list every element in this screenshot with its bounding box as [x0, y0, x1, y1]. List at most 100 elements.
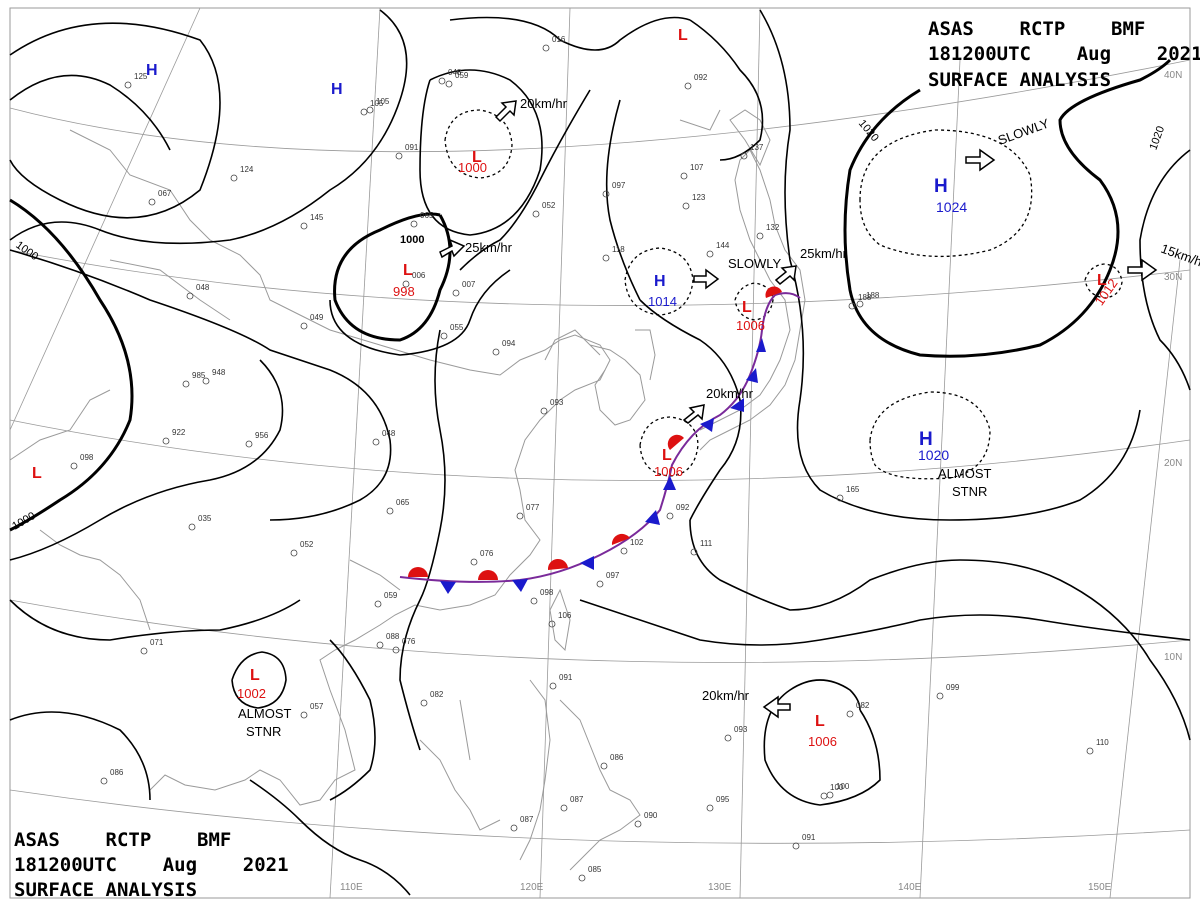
- header-line: ASAS RCTP BMF: [14, 829, 231, 851]
- lon-label: 110E: [340, 882, 363, 893]
- system-letter: L: [472, 149, 482, 166]
- station-marker: [690, 548, 698, 556]
- lat-label: 20N: [1164, 458, 1182, 469]
- system-letter: L: [403, 262, 413, 279]
- system-value: 1000: [458, 160, 487, 175]
- station-marker: [516, 512, 524, 520]
- station-marker: [300, 322, 308, 330]
- motion-arrow: [439, 238, 466, 259]
- station-marker: [372, 438, 380, 446]
- fronts: [399, 286, 801, 594]
- system-value: 998: [393, 284, 415, 299]
- system-value: 1006: [808, 734, 837, 749]
- cold-front-tooth: [580, 556, 594, 570]
- station-marker: [410, 220, 418, 228]
- header-line: 181200UTC Aug 2021: [928, 43, 1200, 65]
- isobar-label: 1000: [13, 239, 40, 263]
- station-value: 100: [830, 783, 844, 792]
- station-value: 085: [588, 865, 602, 874]
- station-marker: [386, 507, 394, 515]
- station-marker: [470, 558, 478, 566]
- header-line: ASAS RCTP BMF: [928, 18, 1145, 40]
- system-letter: H: [934, 176, 948, 197]
- station-value: 076: [480, 549, 494, 558]
- pressure-system-low: L: [32, 465, 42, 482]
- station-marker: [366, 106, 374, 114]
- system-value: 1002: [237, 686, 266, 701]
- motion-arrow: [762, 695, 791, 719]
- stnr-label: STNR: [246, 724, 281, 739]
- station-value: 097: [612, 181, 626, 190]
- warm-front-lobe: [478, 570, 498, 580]
- station-marker: [376, 641, 384, 649]
- station-value: 097: [606, 571, 620, 580]
- station-marker: [402, 280, 410, 288]
- lat-label: 30N: [1164, 272, 1182, 283]
- system-letter: L: [250, 667, 260, 684]
- station-value: 048: [196, 283, 210, 292]
- cold-front-tooth: [700, 418, 714, 432]
- station-marker: [846, 710, 854, 718]
- isobar-label: 1000: [400, 234, 424, 246]
- station-value: 118: [612, 245, 625, 254]
- station-marker: [680, 172, 688, 180]
- station-marker: [290, 549, 298, 557]
- station-value: 092: [676, 503, 690, 512]
- stnr-label: STNR: [952, 484, 987, 499]
- station-value: 082: [856, 701, 870, 710]
- station-marker: [936, 692, 944, 700]
- station-value: 077: [526, 503, 540, 512]
- station-value: 091: [405, 143, 419, 152]
- station-marker: [452, 289, 460, 297]
- station-marker: [532, 210, 540, 218]
- pressure-system-low: L 1012: [1092, 272, 1121, 308]
- station-value: 099: [946, 683, 960, 692]
- station-marker: [510, 824, 518, 832]
- station-marker: [549, 682, 557, 690]
- pressure-system-high: H: [331, 81, 343, 98]
- station-marker: [300, 222, 308, 230]
- station-value: 132: [766, 223, 780, 232]
- station-value: 016: [552, 35, 566, 44]
- pressure-system-low: L 1000: [458, 149, 487, 175]
- station-value: 188: [858, 293, 872, 302]
- station-value: 124: [240, 165, 254, 174]
- station-value: 006: [412, 271, 426, 280]
- header-top: ASAS RCTP BMF 181200UTC Aug 2021 SURFACE…: [928, 18, 1200, 91]
- motion-label: 20km/hr: [702, 688, 750, 703]
- system-letter: H: [654, 273, 666, 290]
- station-value: 165: [846, 485, 860, 494]
- lat-label: 40N: [1164, 70, 1182, 81]
- station-value: 048: [382, 429, 396, 438]
- coastlines: [9, 109, 806, 871]
- station-marker: [182, 380, 190, 388]
- station-marker: [792, 842, 800, 850]
- station-marker: [600, 762, 608, 770]
- station-value: 111: [700, 539, 713, 548]
- station-value: 059: [384, 591, 398, 600]
- cold-front-tooth: [440, 581, 456, 594]
- system-letter: L: [742, 299, 752, 316]
- station-marker: [374, 600, 382, 608]
- pressure-systems: H H L 1000 L 998 H 1014 L 1006 L 1006 H …: [32, 27, 1121, 749]
- station-value: 098: [540, 588, 554, 597]
- latitude-labels: 40N 30N 20N 10N: [1164, 70, 1182, 663]
- isobar-label: 1000: [10, 510, 37, 533]
- station-value: 093: [734, 725, 748, 734]
- station-marker: [530, 597, 538, 605]
- lon-label: 140E: [898, 882, 922, 893]
- station-value: 093: [550, 398, 564, 407]
- station-marker: [724, 734, 732, 742]
- cold-front-tooth: [663, 476, 676, 490]
- station-marker: [1086, 747, 1094, 755]
- station-value: 035: [198, 514, 212, 523]
- station-value: 107: [690, 163, 704, 172]
- station-value: 188: [866, 291, 880, 300]
- pressure-system-low: L 998: [393, 262, 415, 299]
- motion-arrow: [693, 268, 720, 290]
- station-marker: [300, 711, 308, 719]
- station-value: 100: [836, 782, 850, 791]
- lon-label: 120E: [520, 882, 544, 893]
